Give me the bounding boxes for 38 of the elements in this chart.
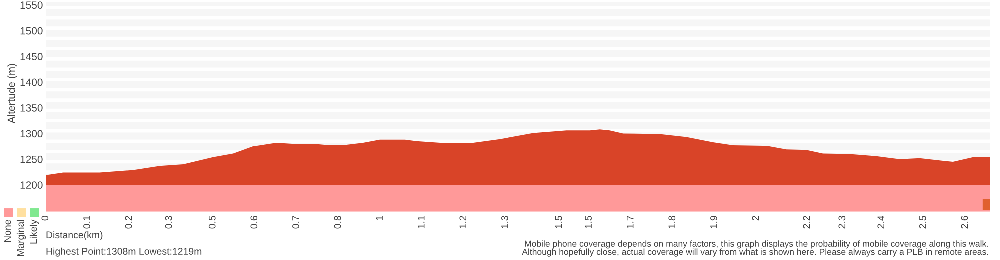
y-tick-label: 1450	[20, 53, 43, 60]
x-tick-label: 0.7	[292, 216, 300, 229]
x-tick-label: 0.3	[165, 216, 172, 229]
x-tick-label: 0.8	[334, 216, 342, 229]
y-tick-label: 1500	[20, 27, 43, 35]
x-tick-label: 0.5	[208, 216, 216, 229]
y-tick-label: 1400	[20, 78, 43, 86]
x-tick-label: 0.1	[84, 216, 90, 229]
y-tick-label: 1350	[20, 104, 43, 112]
y-tick-label: 1250	[20, 156, 43, 164]
x-tick-label: 2.6	[961, 216, 968, 229]
category-label: Likely	[30, 220, 40, 244]
x-axis-title: Distance(km)	[46, 231, 103, 240]
x-tick-label: 1.3	[502, 216, 508, 228]
x-tick-label: 2	[752, 216, 760, 221]
x-tick-label: 0.6	[250, 216, 258, 229]
x-tick-label: 2.2	[803, 216, 810, 229]
x-tick-label: 1.5	[555, 216, 562, 228]
y-tick-label: 1200	[20, 182, 43, 189]
x-tick-label: 2.5	[919, 216, 926, 229]
x-tick-label: 2.3	[838, 216, 846, 229]
x-tick-label: 1	[376, 216, 383, 220]
y-tick-label: 1300	[20, 130, 43, 138]
x-tick-label: 1.5	[585, 216, 592, 228]
text: Mobile phone coverage depends on many factors, this graph displays the probability of mobile coverage along this walk. Although hopefully close, actual coverage will vary from what is shown here. Please always carry a PLB in remote areas.	[522, 240, 988, 257]
x-tick-label: 1.1	[418, 216, 425, 228]
text: Highest Point:1308m Lowest:1219m	[46, 248, 202, 257]
x-tick-label: 0.2	[125, 216, 132, 229]
x-tick-label: 1.8	[668, 216, 676, 228]
x-tick-label: 2.4	[878, 216, 884, 229]
y-axis-title: Altertude (m)	[8, 64, 18, 124]
y-tick-label: 1550	[20, 2, 43, 10]
x-tick-label: 1.9	[710, 216, 718, 228]
category-label: None	[4, 220, 12, 242]
category-label: Marginal	[16, 220, 26, 256]
x-tick-label: 0	[42, 216, 49, 221]
x-tick-label: 1.7	[627, 216, 634, 228]
x-tick-label: 1.2	[460, 216, 466, 228]
